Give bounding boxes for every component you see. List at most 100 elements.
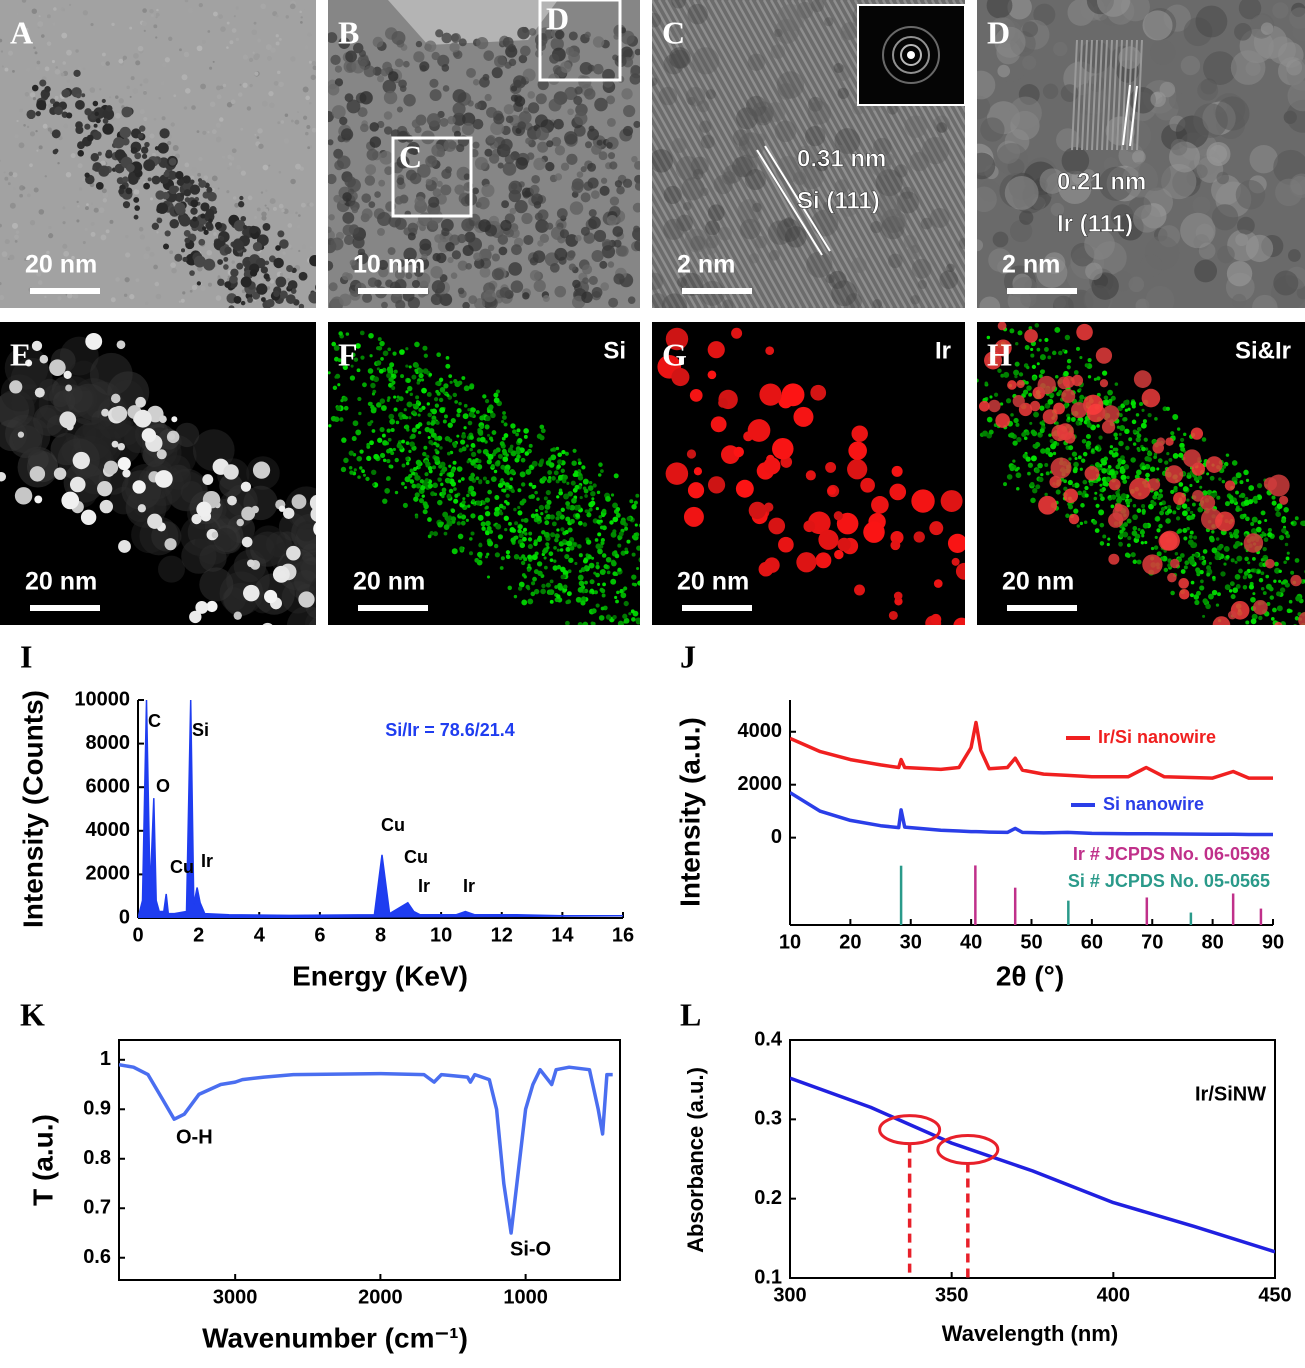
texture-dot bbox=[75, 126, 83, 134]
texture-dot bbox=[584, 88, 595, 99]
peak-annotation: Si-O bbox=[510, 1238, 551, 1260]
texture-dot bbox=[400, 85, 407, 92]
texture-dot bbox=[69, 4, 71, 6]
texture-dot bbox=[1217, 246, 1235, 264]
texture-dot bbox=[1197, 475, 1202, 480]
texture-dot bbox=[1231, 594, 1236, 599]
texture-dot bbox=[247, 106, 251, 110]
texture-dot bbox=[197, 45, 203, 51]
texture-dot bbox=[341, 467, 346, 472]
texture-dot bbox=[545, 162, 554, 171]
y-tick-label: 0.4 bbox=[754, 1028, 783, 1050]
texture-dot bbox=[1136, 413, 1139, 416]
x-tick-label: 350 bbox=[935, 1284, 968, 1306]
texture-dot bbox=[535, 509, 538, 512]
texture-dot bbox=[691, 157, 709, 175]
texture-dot bbox=[1, 50, 3, 52]
texture-dot bbox=[708, 476, 725, 493]
texture-dot bbox=[377, 438, 382, 443]
texture-dot bbox=[355, 429, 361, 435]
texture-dot bbox=[620, 626, 625, 631]
texture-dot bbox=[408, 232, 416, 240]
texture-dot bbox=[412, 410, 415, 413]
texture-dot bbox=[500, 512, 504, 516]
y-tick-label: 0.8 bbox=[83, 1147, 111, 1169]
texture-dot bbox=[382, 440, 388, 446]
texture-dot bbox=[248, 195, 253, 200]
texture-dot bbox=[115, 95, 119, 99]
texture-dot bbox=[54, 106, 63, 115]
texture-dot bbox=[1044, 463, 1048, 467]
texture-dot bbox=[1099, 484, 1102, 487]
texture-dot bbox=[66, 112, 72, 118]
texture-dot bbox=[529, 28, 537, 36]
texture-dot bbox=[1022, 56, 1036, 70]
texture-dot bbox=[1064, 488, 1078, 502]
texture-dot bbox=[377, 367, 380, 370]
texture-dot bbox=[261, 297, 266, 302]
texture-dot bbox=[171, 152, 173, 154]
texture-dot bbox=[1109, 470, 1115, 476]
texture-dot bbox=[533, 542, 537, 546]
texture-dot bbox=[101, 62, 105, 66]
texture-dot bbox=[647, 13, 662, 28]
texture-dot bbox=[504, 104, 514, 114]
texture-dot bbox=[101, 409, 109, 417]
texture-dot bbox=[261, 211, 266, 216]
texture-dot bbox=[428, 483, 433, 488]
texture-dot bbox=[519, 543, 525, 549]
texture-dot bbox=[591, 497, 594, 500]
peak-annotation: Ir/SiNW bbox=[1195, 1083, 1266, 1105]
texture-dot bbox=[52, 23, 55, 26]
series-line bbox=[119, 1065, 613, 1233]
texture-dot bbox=[288, 285, 293, 290]
texture-dot bbox=[423, 509, 428, 514]
texture-dot bbox=[575, 513, 580, 518]
texture-dot bbox=[372, 392, 375, 395]
texture-dot bbox=[663, 54, 684, 75]
texture-dot bbox=[399, 396, 404, 401]
texture-dot bbox=[584, 565, 589, 570]
texture-dot bbox=[437, 522, 443, 528]
texture-dot bbox=[498, 534, 503, 539]
texture-dot bbox=[706, 236, 719, 249]
texture-dot bbox=[577, 544, 582, 549]
texture-dot bbox=[380, 398, 385, 403]
x-tick-label: 70 bbox=[1141, 931, 1163, 953]
texture-dot bbox=[65, 385, 72, 392]
texture-dot bbox=[520, 46, 531, 57]
texture-dot bbox=[91, 232, 96, 237]
texture-dot bbox=[30, 131, 35, 136]
texture-dot bbox=[416, 483, 421, 488]
texture-dot bbox=[444, 532, 448, 536]
texture-dot bbox=[506, 502, 510, 506]
texture-dot bbox=[511, 489, 515, 493]
texture-dot bbox=[1104, 395, 1109, 400]
texture-dot bbox=[796, 552, 816, 572]
texture-dot bbox=[483, 476, 487, 480]
texture-dot bbox=[362, 208, 373, 219]
texture-dot bbox=[173, 145, 179, 151]
texture-dot bbox=[784, 217, 794, 227]
x-axis-label: Wavelength (nm) bbox=[942, 1321, 1118, 1346]
texture-dot bbox=[474, 464, 478, 468]
texture-dot bbox=[94, 124, 98, 128]
texture-dot bbox=[163, 243, 169, 249]
texture-dot bbox=[16, 231, 19, 234]
texture-dot bbox=[78, 163, 83, 168]
texture-dot bbox=[143, 159, 155, 171]
texture-dot bbox=[367, 149, 379, 161]
texture-dot bbox=[308, 292, 320, 304]
texture-dot bbox=[505, 494, 509, 498]
texture-dot bbox=[453, 499, 458, 504]
texture-dot bbox=[243, 585, 260, 602]
texture-dot bbox=[705, 220, 720, 235]
texture-dot bbox=[602, 553, 607, 558]
texture-dot bbox=[326, 32, 337, 43]
texture-dot bbox=[1203, 560, 1206, 563]
texture-dot bbox=[408, 223, 418, 233]
texture-dot bbox=[1217, 553, 1222, 558]
texture-dot bbox=[368, 333, 374, 339]
texture-dot bbox=[628, 296, 636, 304]
texture-dot bbox=[936, 122, 947, 133]
